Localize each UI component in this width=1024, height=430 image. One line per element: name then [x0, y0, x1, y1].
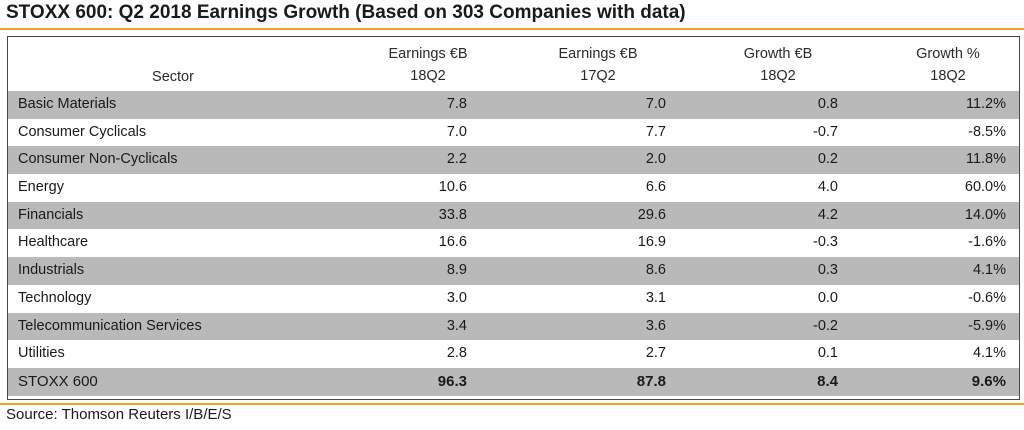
earnings-17q2-value: 2.7	[645, 345, 666, 362]
header-sector: Sector	[152, 69, 194, 85]
growth-pct-value: -0.6%	[968, 289, 1006, 306]
earnings-17q2-value: 29.6	[637, 206, 666, 223]
table-header: Sector Earnings €B 18Q2 Earnings €B 17Q2…	[8, 37, 1019, 91]
growth-pct-value: 4.1%	[972, 262, 1006, 279]
earnings-18q2-value: 2.2	[446, 151, 467, 168]
header-growth-pct-label: Growth %	[916, 46, 980, 62]
earnings-17q2-value: 6.6	[645, 179, 666, 196]
earnings-18q2-value: 8.9	[446, 262, 467, 279]
header-growth-pct: Growth % 18Q2	[868, 43, 1024, 87]
header-earnings-17q2: Earnings €B 17Q2	[518, 43, 678, 87]
growth-eur-value: -0.2	[813, 317, 838, 334]
total-earnings-17q2: 87.8	[636, 372, 666, 390]
table-row: Financials 33.8 29.6 4.2 14.0%	[8, 201, 1019, 230]
growth-pct-value: -5.9%	[968, 317, 1006, 334]
earnings-17q2-value: 3.6	[645, 317, 666, 334]
table-row: Technology 3.0 3.1 0.0 -0.6%	[8, 285, 1019, 313]
header-growth-eur-label: Growth €B	[743, 46, 813, 62]
earnings-18q2-value: 3.4	[446, 317, 467, 334]
growth-pct-value: -1.6%	[968, 234, 1006, 251]
source-note: Source: Thomson Reuters I/B/E/S	[6, 406, 232, 423]
growth-eur-value: 0.2	[817, 151, 838, 168]
growth-pct-value: 11.8%	[965, 151, 1006, 168]
earnings-18q2-value: 16.6	[438, 234, 467, 251]
sector-name: Utilities	[18, 345, 65, 362]
growth-eur-value: 0.3	[817, 262, 838, 279]
total-growth-eur: 8.4	[817, 372, 838, 390]
table-row: Energy 10.6 6.6 4.0 60.0%	[8, 174, 1019, 202]
total-row: STOXX 600 96.3 87.8 8.4 9.6%	[8, 367, 1019, 396]
title-divider	[0, 28, 1024, 30]
earnings-18q2-value: 33.8	[438, 206, 467, 223]
header-earnings-18q2-period: 18Q2	[410, 68, 446, 84]
table-row: Basic Materials 7.8 7.0 0.8 11.2%	[8, 91, 1019, 119]
sector-name: Technology	[18, 289, 92, 306]
sector-name: Financials	[18, 206, 84, 223]
table-row: Healthcare 16.6 16.9 -0.3 -1.6%	[8, 229, 1019, 257]
growth-pct-value: 4.1%	[972, 345, 1006, 362]
earnings-17q2-value: 7.0	[645, 96, 666, 112]
header-earnings-17q2-period: 17Q2	[580, 68, 616, 84]
table-row: Consumer Cyclicals 7.0 7.7 -0.7 -8.5%	[8, 119, 1019, 147]
growth-eur-value: 0.1	[817, 345, 838, 362]
growth-pct-value: 11.2%	[965, 96, 1006, 112]
total-label: STOXX 600	[18, 372, 98, 390]
sector-name: Industrials	[18, 262, 85, 279]
header-growth-eur: Growth €B 18Q2	[698, 43, 858, 87]
earnings-17q2-value: 3.1	[645, 289, 666, 306]
growth-eur-value: -0.7	[813, 123, 838, 140]
growth-eur-value: 4.0	[817, 179, 838, 196]
growth-eur-value: 4.2	[817, 206, 838, 223]
sector-name: Consumer Non-Cyclicals	[18, 151, 178, 168]
total-earnings-18q2: 96.3	[437, 372, 467, 390]
table-row: Utilities 2.8 2.7 0.1 4.1%	[8, 340, 1019, 368]
earnings-18q2-value: 3.0	[446, 289, 467, 306]
total-growth-pct: 9.6%	[971, 372, 1006, 390]
growth-eur-value: 0.8	[817, 96, 838, 112]
earnings-17q2-value: 7.7	[645, 123, 666, 140]
table-row: Telecommunication Services 3.4 3.6 -0.2 …	[8, 312, 1019, 341]
sector-name: Consumer Cyclicals	[18, 123, 147, 140]
earnings-18q2-value: 7.0	[446, 123, 467, 140]
table-row: Industrials 8.9 8.6 0.3 4.1%	[8, 257, 1019, 285]
sector-name: Telecommunication Services	[18, 317, 202, 334]
sector-name: Healthcare	[18, 234, 89, 251]
header-earnings-17q2-label: Earnings €B	[558, 46, 638, 62]
sector-name: Basic Materials	[18, 96, 117, 112]
growth-eur-value: 0.0	[817, 289, 838, 306]
earnings-table: Sector Earnings €B 18Q2 Earnings €B 17Q2…	[7, 36, 1020, 400]
earnings-17q2-value: 16.9	[637, 234, 666, 251]
earnings-18q2-value: 10.6	[438, 179, 467, 196]
earnings-17q2-value: 2.0	[645, 151, 666, 168]
table-row: Consumer Non-Cyclicals 2.2 2.0 0.2 11.8%	[8, 146, 1019, 175]
page-title: STOXX 600: Q2 2018 Earnings Growth (Base…	[6, 2, 686, 23]
header-earnings-18q2: Earnings €B 18Q2	[348, 43, 508, 87]
header-growth-pct-period: 18Q2	[930, 68, 966, 84]
growth-pct-value: 14.0%	[964, 206, 1006, 223]
growth-eur-value: -0.3	[813, 234, 838, 251]
earnings-17q2-value: 8.6	[645, 262, 666, 279]
header-earnings-18q2-label: Earnings €B	[388, 46, 468, 62]
table-body: Basic Materials 7.8 7.0 0.8 11.2% Consum…	[8, 91, 1019, 396]
footer-divider	[0, 403, 1024, 405]
header-growth-eur-period: 18Q2	[760, 68, 796, 84]
growth-pct-value: -8.5%	[968, 123, 1006, 140]
sector-name: Energy	[18, 179, 64, 196]
earnings-18q2-value: 7.8	[446, 96, 467, 112]
growth-pct-value: 60.0%	[964, 179, 1006, 196]
earnings-18q2-value: 2.8	[446, 345, 467, 362]
